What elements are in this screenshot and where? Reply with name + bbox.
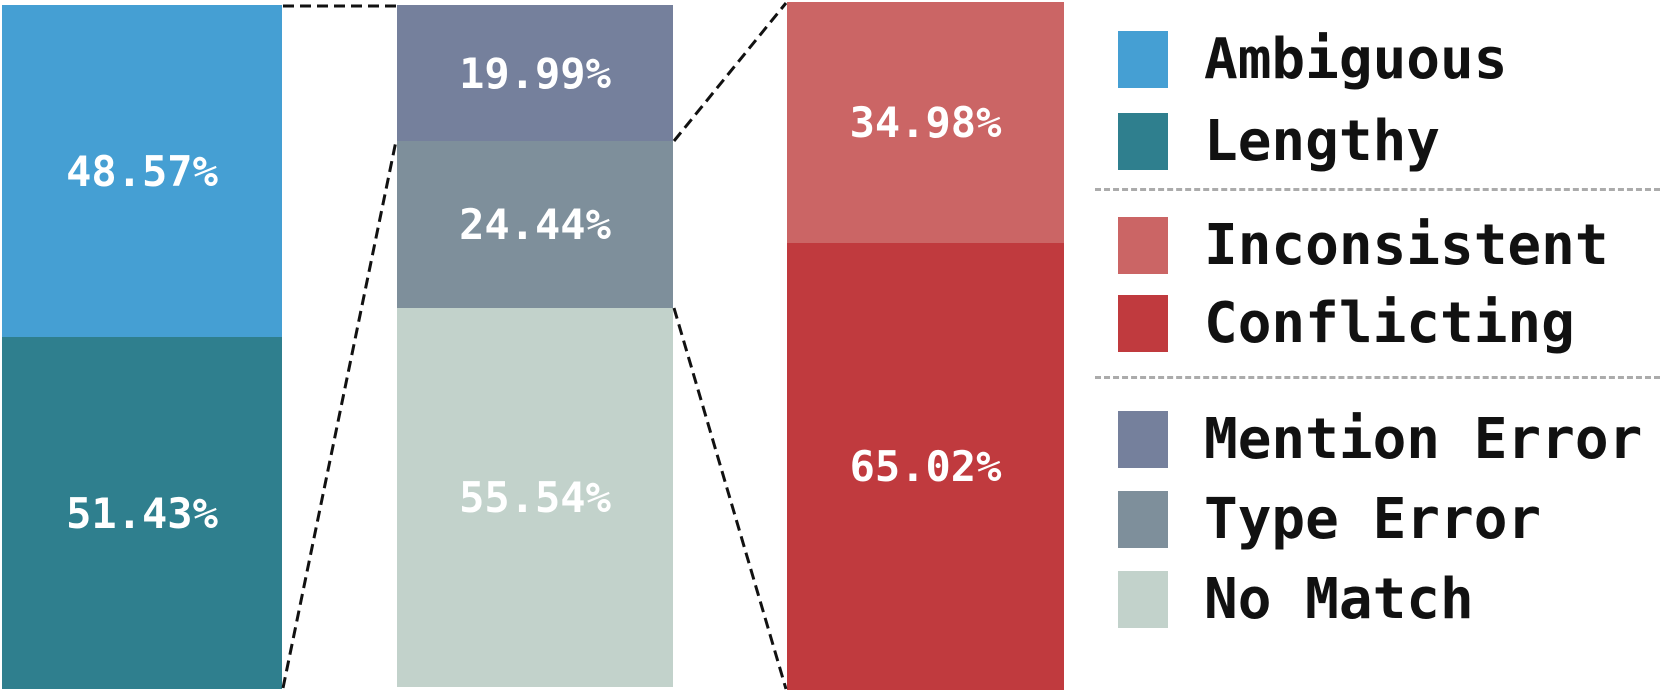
bar-all-errors: 19.99% 24.44% 55.54% bbox=[397, 5, 673, 687]
segment-percentage-label: 48.57% bbox=[66, 146, 218, 196]
bar-type-error-breakdown: 34.98% 65.02% bbox=[787, 2, 1064, 690]
legend-group-divider bbox=[1095, 376, 1660, 379]
legend-item-ambiguous: Ambiguous bbox=[1118, 31, 1507, 88]
bar-segment-lengthy: 51.43% bbox=[2, 337, 282, 689]
legend-item-conflicting: Conflicting bbox=[1118, 295, 1575, 352]
legend-swatch-ambiguous bbox=[1118, 31, 1168, 88]
legend-label: Type Error bbox=[1204, 486, 1542, 552]
segment-percentage-label: 34.98% bbox=[849, 97, 1002, 147]
bar-segment-inconsistent: 34.98% bbox=[787, 2, 1064, 243]
legend-group-divider bbox=[1095, 188, 1660, 191]
bar-mention-error-breakdown: 48.57% 51.43% bbox=[2, 5, 282, 689]
segment-percentage-label: 19.99% bbox=[459, 48, 611, 98]
segment-percentage-label: 51.43% bbox=[66, 488, 218, 538]
bar-segment-mention-error: 19.99% bbox=[397, 5, 673, 142]
legend-swatch-conflicting bbox=[1118, 295, 1168, 352]
segment-percentage-label: 24.44% bbox=[459, 200, 611, 250]
legend-item-inconsistent: Inconsistent bbox=[1118, 217, 1609, 274]
legend-item-lengthy: Lengthy bbox=[1118, 113, 1440, 170]
legend-swatch-lengthy bbox=[1118, 113, 1168, 170]
segment-percentage-label: 55.54% bbox=[459, 472, 611, 522]
legend-item-type-error: Type Error bbox=[1118, 491, 1541, 548]
legend-swatch-mention-error bbox=[1118, 411, 1168, 468]
bar-segment-ambiguous: 48.57% bbox=[2, 5, 282, 338]
legend-swatch-no-match bbox=[1118, 571, 1168, 628]
bar-segment-type-error: 24.44% bbox=[397, 141, 673, 308]
bar-segment-no-match: 55.54% bbox=[397, 308, 673, 687]
legend-item-mention-error: Mention Error bbox=[1118, 411, 1642, 468]
legend-label: Mention Error bbox=[1204, 406, 1643, 472]
bar-segment-conflicting: 65.02% bbox=[787, 242, 1064, 690]
legend-label: Inconsistent bbox=[1204, 212, 1609, 278]
legend-swatch-inconsistent bbox=[1118, 217, 1168, 274]
segment-percentage-label: 65.02% bbox=[849, 441, 1002, 491]
legend-label: Conflicting bbox=[1204, 290, 1575, 356]
legend-label: Lengthy bbox=[1204, 108, 1441, 174]
legend-label: Ambiguous bbox=[1204, 26, 1508, 92]
legend-item-no-match: No Match bbox=[1118, 571, 1474, 628]
legend-label: No Match bbox=[1204, 566, 1474, 632]
connector-top-right bbox=[672, 2, 788, 142]
legend-swatch-type-error bbox=[1118, 491, 1168, 548]
connector-bottom-left bbox=[281, 140, 398, 689]
connector-bottom-right bbox=[672, 307, 788, 690]
